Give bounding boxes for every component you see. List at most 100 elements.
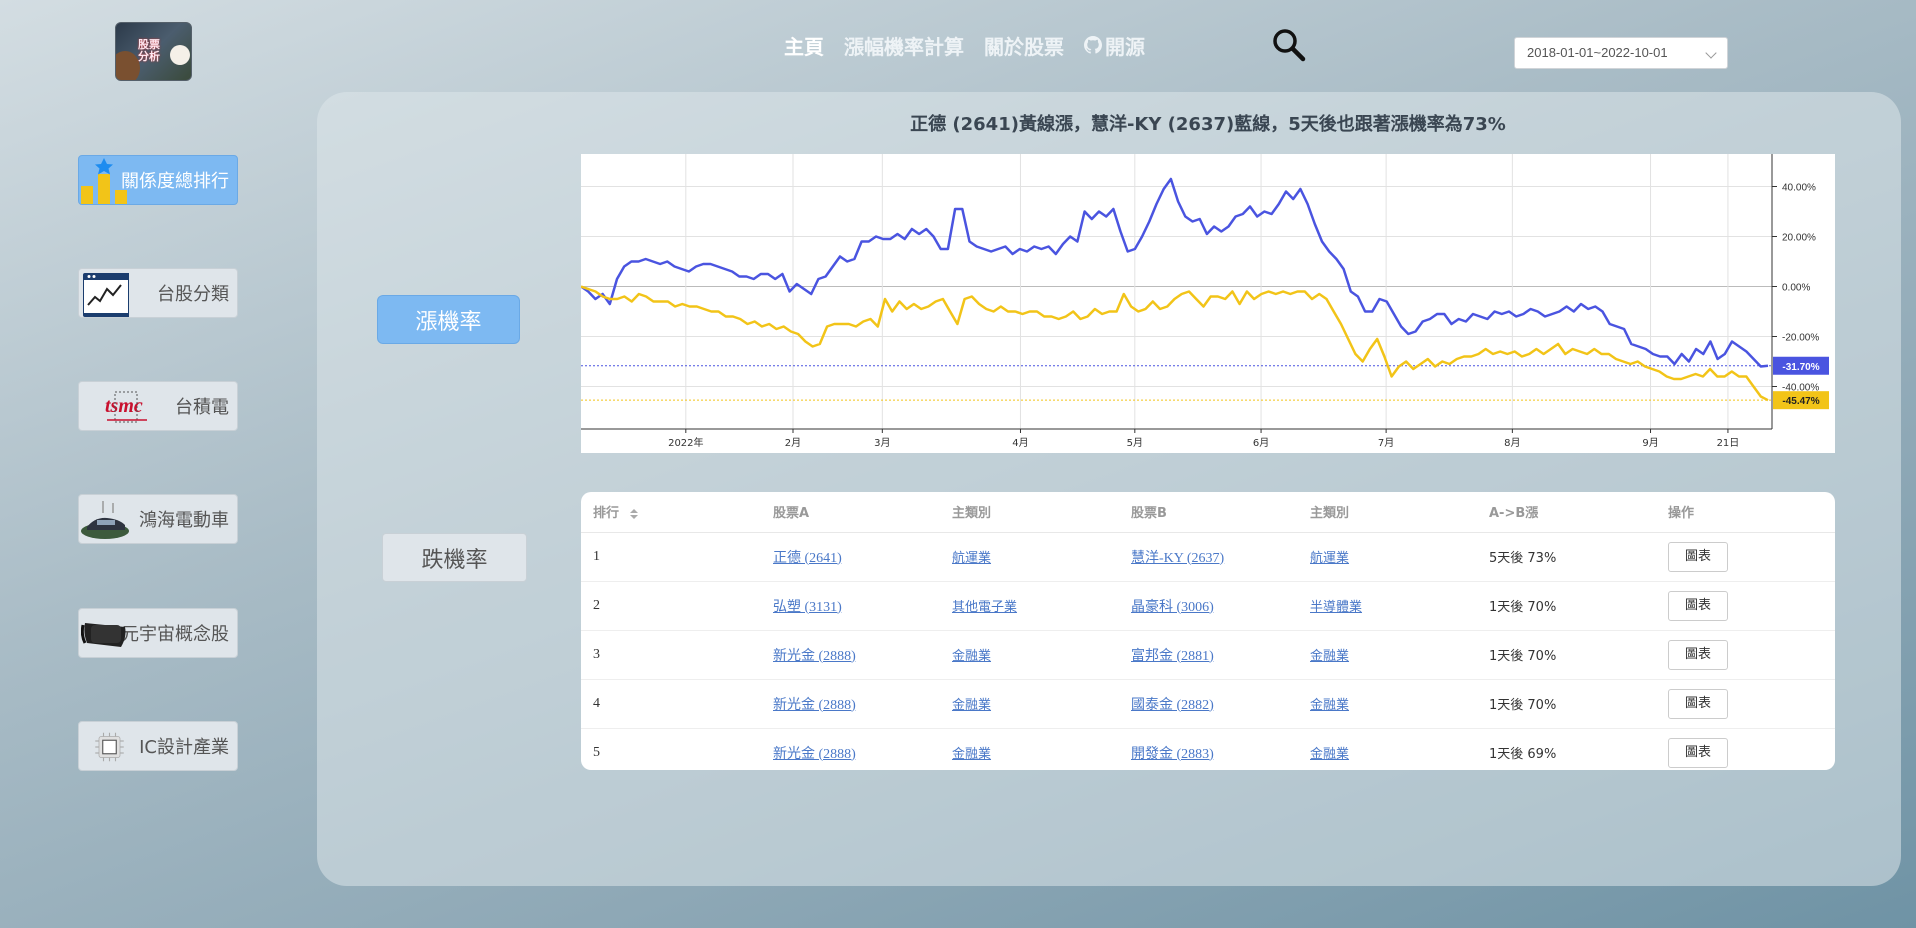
category-b-link[interactable]: 金融業 bbox=[1310, 698, 1350, 713]
nav-open-source[interactable]: 開源 bbox=[1084, 31, 1145, 60]
table-row: 5 新光金 (2888) 金融業 開發金 (2883) 金融業 1天後 69% … bbox=[581, 728, 1835, 770]
sidebar-item-metaverse[interactable]: 元宇宙概念股 bbox=[78, 608, 238, 658]
search-button[interactable] bbox=[1272, 28, 1306, 62]
chart-title: 正德 (2641)黃線漲，慧洋-KY (2637)藍線，5天後也跟著漲機率為73… bbox=[910, 114, 1506, 135]
column-header-probability: A->B漲 bbox=[1477, 492, 1656, 533]
category-b-link[interactable]: 金融業 bbox=[1310, 747, 1350, 762]
category-b-link[interactable]: 半導體業 bbox=[1310, 600, 1363, 615]
probability-cell: 1天後 70% bbox=[1477, 630, 1656, 680]
tsmc-logo-icon: tsmc bbox=[105, 391, 147, 423]
ranking-table-container: 排行 股票A 主類別 股票B 主類別 A->B漲 操作 1 正德 (2641) … bbox=[581, 492, 1835, 770]
column-header-actions: 操作 bbox=[1656, 492, 1835, 533]
category-a-link[interactable]: 金融業 bbox=[952, 649, 992, 664]
nav-about-stocks[interactable]: 關於股票 bbox=[984, 34, 1064, 59]
series-line bbox=[581, 177, 1769, 368]
category-a-link[interactable]: 航運業 bbox=[952, 551, 992, 566]
rise-probability-button[interactable]: 漲機率 bbox=[377, 295, 520, 344]
stock-b-link[interactable]: 晶豪科 (3006) bbox=[1131, 599, 1214, 615]
chip-icon bbox=[95, 732, 124, 762]
x-tick-label: 21日 bbox=[1717, 438, 1740, 449]
stock-b-link[interactable]: 慧洋-KY (2637) bbox=[1131, 550, 1225, 566]
bar-chart-star-icon bbox=[81, 158, 127, 204]
sidebar-item-label: 關係度總排行 bbox=[121, 171, 229, 192]
x-tick-label: 4月 bbox=[1012, 437, 1028, 449]
table-row: 4 新光金 (2888) 金融業 國泰金 (2882) 金融業 1天後 70% … bbox=[581, 679, 1835, 729]
y-tick-label: 40.00% bbox=[1782, 183, 1816, 194]
category-a-link[interactable]: 其他電子業 bbox=[952, 600, 1018, 615]
category-b-link[interactable]: 航運業 bbox=[1310, 551, 1350, 566]
x-tick-label: 7月 bbox=[1378, 437, 1394, 449]
series-last-value-label: -45.47% bbox=[1782, 396, 1819, 407]
sidebar-item-label: 元宇宙概念股 bbox=[121, 624, 229, 645]
sidebar-item-tw-stock-categories[interactable]: 台股分類 bbox=[78, 268, 238, 318]
stock-a-link[interactable]: 弘塑 (3131) bbox=[773, 599, 842, 615]
category-a-link[interactable]: 金融業 bbox=[952, 747, 992, 762]
rank-cell: 2 bbox=[581, 581, 761, 631]
column-header-category-a: 主類別 bbox=[940, 492, 1119, 533]
date-range-value: 2018-01-01~2022-10-01 bbox=[1527, 45, 1668, 60]
stock-b-link[interactable]: 開發金 (2883) bbox=[1131, 746, 1214, 762]
stock-a-link[interactable]: 正德 (2641) bbox=[773, 550, 842, 566]
y-tick-label: 20.00% bbox=[1782, 233, 1816, 244]
category-a-link[interactable]: 金融業 bbox=[952, 698, 992, 713]
y-tick-label: -40.00% bbox=[1782, 383, 1819, 394]
chart-button[interactable]: 圖表 bbox=[1668, 541, 1728, 572]
site-logo[interactable]: 股票分析 bbox=[115, 22, 192, 81]
chart-button[interactable]: 圖表 bbox=[1668, 590, 1728, 621]
y-tick-label: 0.00% bbox=[1782, 283, 1810, 294]
sidebar-item-label: IC設計產業 bbox=[139, 737, 229, 758]
svg-text:tsmc: tsmc bbox=[105, 395, 143, 417]
probability-cell: 1天後 69% bbox=[1477, 728, 1656, 770]
sidebar-item-overall-ranking[interactable]: 關係度總排行 bbox=[78, 155, 238, 205]
chart-button[interactable]: 圖表 bbox=[1668, 737, 1728, 768]
logo-text: 股票分析 bbox=[138, 38, 160, 63]
chart-button[interactable]: 圖表 bbox=[1668, 688, 1728, 719]
sidebar-item-foxconn-ev[interactable]: 鴻海電動車 bbox=[78, 494, 238, 544]
sidebar-item-label: 鴻海電動車 bbox=[139, 510, 229, 531]
series-line bbox=[581, 285, 1769, 402]
series-last-value-label: -31.70% bbox=[1782, 362, 1819, 373]
column-header-label: 排行 bbox=[593, 506, 620, 522]
vr-headset-icon bbox=[81, 623, 126, 647]
stock-a-link[interactable]: 新光金 (2888) bbox=[773, 746, 856, 762]
top-nav: 主頁 漲幅機率計算 關於股票 開源 bbox=[784, 30, 1145, 60]
sidebar-item-tsmc[interactable]: tsmc 台積電 bbox=[78, 381, 238, 431]
price-chart[interactable]: 40.00% 20.00% 0.00% -20.00% -40.00% 2022年 2月 3月… bbox=[581, 154, 1835, 453]
stock-b-link[interactable]: 富邦金 (2881) bbox=[1131, 648, 1214, 664]
x-tick-label: 2月 bbox=[785, 437, 801, 449]
x-tick-label: 5月 bbox=[1127, 437, 1143, 449]
rank-cell: 4 bbox=[581, 679, 761, 729]
nav-open-source-label: 開源 bbox=[1105, 34, 1145, 59]
table-row: 2 弘塑 (3131) 其他電子業 晶豪科 (3006) 半導體業 1天後 70… bbox=[581, 581, 1835, 631]
x-tick-label: 9月 bbox=[1642, 437, 1658, 449]
date-range-select[interactable]: 2018-01-01~2022-10-01 bbox=[1514, 37, 1728, 69]
column-header-stock-a: 股票A bbox=[761, 492, 940, 533]
fall-probability-button[interactable]: 跌機率 bbox=[382, 533, 527, 582]
sort-icon[interactable] bbox=[629, 508, 638, 519]
rank-cell: 3 bbox=[581, 630, 761, 680]
probability-cell: 1天後 70% bbox=[1477, 581, 1656, 631]
chart-svg: 40.00% 20.00% 0.00% -20.00% -40.00% 2022年 2月 3月… bbox=[581, 154, 1829, 449]
stock-a-link[interactable]: 新光金 (2888) bbox=[773, 648, 856, 664]
probability-cell: 1天後 70% bbox=[1477, 679, 1656, 729]
table-body: 1 正德 (2641) 航運業 慧洋-KY (2637) 航運業 5天後 73%… bbox=[581, 532, 1835, 770]
series-last-value-badge bbox=[1773, 356, 1829, 375]
table-row: 3 新光金 (2888) 金融業 富邦金 (2881) 金融業 1天後 70% … bbox=[581, 630, 1835, 680]
chevron-down-icon bbox=[1705, 47, 1717, 59]
rank-cell: 5 bbox=[581, 728, 761, 770]
column-header-category-b: 主類別 bbox=[1298, 492, 1477, 533]
sidebar-item-label: 台積電 bbox=[175, 397, 229, 418]
sidebar-item-ic-design[interactable]: IC設計產業 bbox=[78, 721, 238, 771]
nav-home[interactable]: 主頁 bbox=[784, 34, 824, 59]
stock-a-link[interactable]: 新光金 (2888) bbox=[773, 697, 856, 713]
column-header-stock-b: 股票B bbox=[1119, 492, 1298, 533]
stock-b-link[interactable]: 國泰金 (2882) bbox=[1131, 697, 1214, 713]
ranking-table: 排行 股票A 主類別 股票B 主類別 A->B漲 操作 1 正德 (2641) … bbox=[581, 492, 1835, 770]
nav-rise-probability[interactable]: 漲幅機率計算 bbox=[844, 34, 964, 59]
table-header-row: 排行 股票A 主類別 股票B 主類別 A->B漲 操作 bbox=[581, 492, 1835, 533]
github-icon bbox=[1084, 36, 1102, 54]
x-tick-label: 3月 bbox=[874, 437, 890, 449]
category-b-link[interactable]: 金融業 bbox=[1310, 649, 1350, 664]
chart-button[interactable]: 圖表 bbox=[1668, 639, 1728, 670]
column-header-rank[interactable]: 排行 bbox=[581, 492, 761, 533]
